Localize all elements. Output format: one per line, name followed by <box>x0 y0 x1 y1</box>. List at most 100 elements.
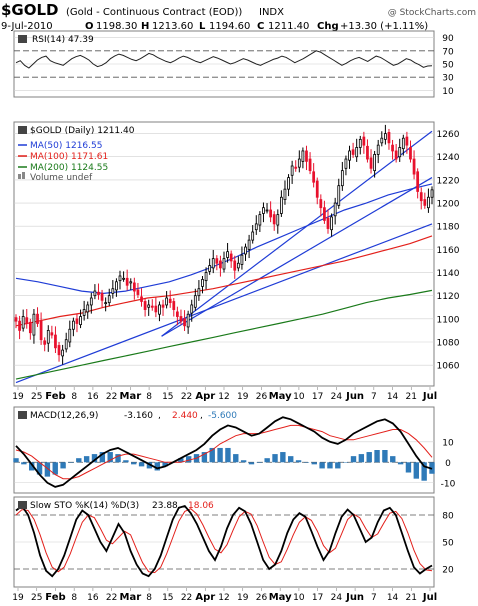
candle-body <box>104 302 108 305</box>
x-axis-label: 25 <box>31 392 42 402</box>
candle-body <box>401 137 405 150</box>
candle-body <box>43 340 47 345</box>
x-axis-label: 7 <box>371 593 377 603</box>
x-axis-label: 14 <box>387 392 399 402</box>
candle-body <box>262 207 265 214</box>
candle-body <box>280 196 283 214</box>
candle-body <box>111 288 115 294</box>
macd-histogram-bar <box>413 462 419 479</box>
macd-histogram-bar <box>107 452 113 463</box>
trendline <box>15 223 433 384</box>
macd-histogram-bar <box>374 450 380 463</box>
chart-description: (Gold - Continuous Contract (EOD)) <box>66 7 242 18</box>
macd-histogram-bar <box>342 462 349 463</box>
macd-histogram-bar <box>311 462 317 465</box>
chart-exchange: INDX <box>259 7 284 18</box>
rsi-tick-label: 10 <box>442 87 454 97</box>
x-axis-label: 7 <box>371 392 377 402</box>
macd-histogram-bar <box>201 452 208 463</box>
candle-body <box>247 239 251 250</box>
macd-histogram-bar <box>44 462 51 477</box>
macd-histogram-bar <box>303 462 310 463</box>
candle-body <box>265 209 269 212</box>
quote-date: 9-Jul-2010 <box>1 21 53 32</box>
svg-text:,: , <box>158 411 161 421</box>
candle-body <box>276 214 280 226</box>
stochastic-legend-label: Slow STO %K(14) %D(3) <box>30 501 139 511</box>
candle-body <box>427 196 430 209</box>
candle-body <box>136 289 140 295</box>
candle-body <box>61 349 64 357</box>
stochastic-tick-label: 80 <box>442 512 454 522</box>
candle-body <box>46 330 50 344</box>
candle-body <box>115 281 118 291</box>
candle-body <box>326 217 330 229</box>
ma200-line <box>15 289 433 380</box>
macd-histogram-bar <box>288 456 294 463</box>
price-tick-label: 1080 <box>437 339 460 349</box>
quote-change: +13.30 (+1.11%) <box>340 21 428 32</box>
price-legend: $GOLD (Daily) 1211.40 MA(50) 1216.55 MA(… <box>18 126 135 183</box>
macd-histogram-bar <box>13 458 19 463</box>
candle-body <box>315 180 319 198</box>
macd-histogram-bar <box>131 462 137 465</box>
macd-histogram-bar <box>295 460 302 463</box>
rsi-tick-label: 50 <box>442 61 454 71</box>
macd-histogram-bar <box>83 456 90 463</box>
rsi-tick-label: 70 <box>442 47 454 57</box>
macd-histogram-bar <box>52 462 58 475</box>
candle-body <box>258 214 262 226</box>
price-tick-label: 1120 <box>437 292 460 302</box>
candle-body <box>373 154 376 172</box>
candle-body <box>308 158 312 172</box>
candle-body <box>333 202 337 217</box>
candle-body <box>222 258 226 270</box>
candle-body <box>150 305 154 308</box>
candle-body <box>244 246 247 255</box>
candle-body <box>50 332 54 336</box>
chart-symbol: $GOLD <box>1 1 59 19</box>
candle-body <box>107 295 111 304</box>
x-axis-top: 19 25 Feb 8 16 22 Mar 8 15 22 Apr 12 19 26 May 10 17 24 Ju… <box>12 387 437 402</box>
candle-body <box>344 158 348 169</box>
macd-histogram-bar <box>225 447 231 463</box>
macd-histogram-bar <box>185 456 192 463</box>
candle-body <box>25 317 29 324</box>
macd-panel-frame <box>13 406 435 494</box>
candle-body <box>168 298 172 304</box>
x-axis-label: 19 <box>12 392 24 402</box>
price-tick-label: 1260 <box>437 130 460 140</box>
candle-body <box>68 328 72 343</box>
macd-legend-label: MACD(12,26,9) <box>30 411 98 421</box>
x-axis-label: 24 <box>331 593 343 603</box>
macd-legend-value: -3.160 <box>124 411 153 421</box>
quote-high: 1213.60 <box>152 21 193 32</box>
candle-body <box>229 253 233 262</box>
macd-histogram-bar <box>421 462 427 481</box>
macd-histogram-bar <box>280 452 286 463</box>
rsi-legend-swatch <box>18 35 27 43</box>
rsi-tick-label: 90 <box>442 34 454 44</box>
x-axis-label: 22 <box>181 593 192 603</box>
candle-body <box>154 305 158 313</box>
macd-histogram-bar <box>350 456 357 463</box>
x-axis-label: May <box>269 592 292 603</box>
macd-histogram-bar <box>178 458 184 463</box>
candle-body <box>416 171 420 192</box>
x-axis-label: 22 <box>106 593 117 603</box>
macd-tick-label: -10 <box>441 479 456 489</box>
candle-body <box>236 262 240 269</box>
quote-low: 1194.60 <box>209 21 250 32</box>
price-tick-label: 1100 <box>437 315 460 325</box>
stochastic-legend-d: 18.06 <box>188 501 214 511</box>
x-axis-label: 14 <box>387 593 399 603</box>
quote-high-label: H <box>141 21 149 32</box>
candle-body <box>391 144 394 152</box>
macd-histogram-bar <box>91 454 98 463</box>
candle-body <box>204 272 208 282</box>
candle-body <box>201 279 204 287</box>
macd-signal-line <box>15 424 433 480</box>
candle-body <box>398 147 402 158</box>
macd-histogram-bar <box>248 462 255 465</box>
